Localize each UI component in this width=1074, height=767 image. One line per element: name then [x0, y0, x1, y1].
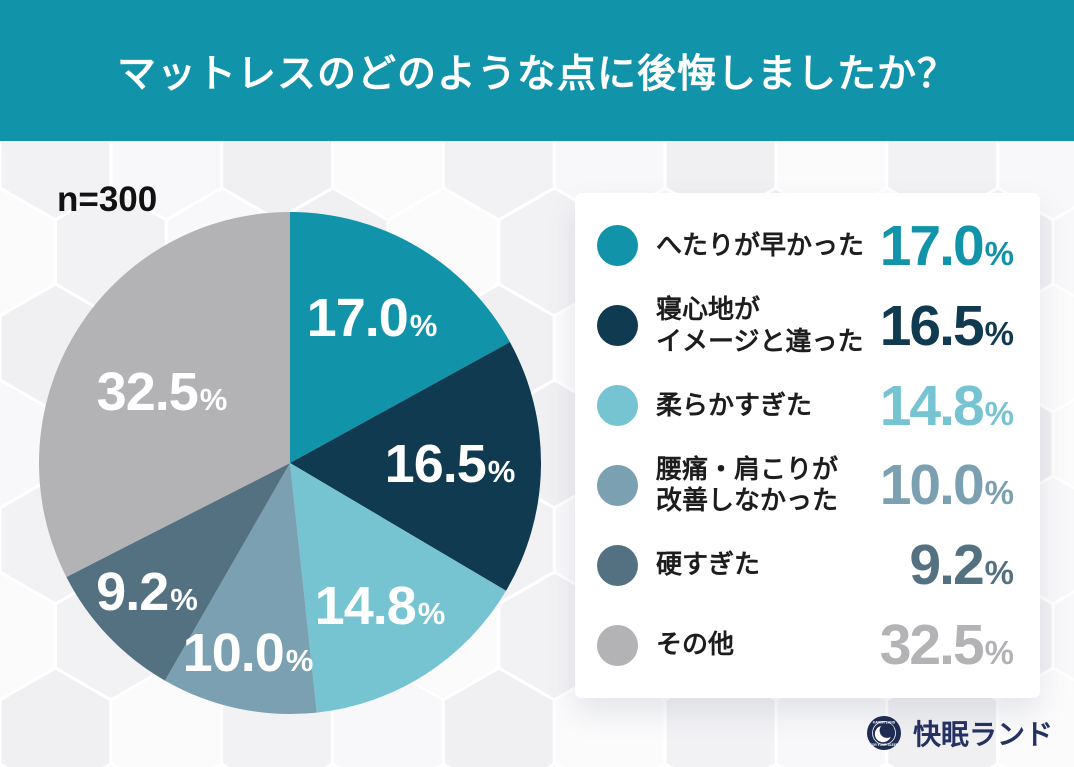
legend-item: 寝心地が イメージと違った 16.5%	[597, 293, 1014, 359]
legend-color-dot	[597, 464, 638, 506]
legend-item-label: へたりが早かった	[656, 229, 865, 260]
legend-item: その他 32.5%	[597, 612, 1014, 678]
pie-slice	[290, 463, 507, 713]
page-title: マットレスのどのような点に後悔しましたか？	[116, 52, 957, 96]
pie-slice-label: 10.0%	[182, 623, 314, 683]
pie-slice	[164, 463, 317, 714]
legend-item: 腰痛・肩こりが 改善しなかった 10.0%	[597, 452, 1014, 518]
pie-slice-label: 9.2%	[96, 562, 198, 622]
pie-chart-svg	[39, 212, 542, 714]
legend-item-value: 16.5%	[879, 293, 1014, 358]
pie-slice	[290, 212, 510, 463]
brand-footer: KAIMIN LAND FOR YOUR SLEEP 快眠ランド	[866, 714, 1053, 752]
legend-item: 柔らかすぎた 14.8%	[597, 373, 1014, 439]
hexagon-tile	[989, 762, 1006, 767]
hexagon-tile	[102, 762, 120, 767]
legend-item-value: 14.8%	[879, 373, 1014, 438]
brand-name: 快眠ランド	[912, 719, 1053, 750]
hexagon-tile	[767, 762, 785, 767]
legend-item-value: 10.0%	[879, 453, 1014, 518]
title-banner: マットレスのどのような点に後悔しましたか？	[0, 0, 1074, 141]
hexagon-tile	[0, 762, 9, 767]
legend-item-value: 17.0%	[879, 213, 1014, 278]
hexagon-tile	[546, 762, 563, 767]
hexagon-tile	[878, 762, 895, 767]
pie-slice-label: 16.5%	[384, 434, 516, 494]
legend-item-value: 9.2%	[909, 533, 1014, 598]
legend-panel: へたりが早かった 17.0% 寝心地が イメージと違った 16.5% 柔らかすぎた 14.8…	[575, 193, 1040, 698]
pie-slice-label: 17.0%	[306, 288, 438, 348]
hexagon-tile	[213, 762, 230, 767]
legend-item-label: 柔らかすぎた	[656, 389, 813, 420]
pie-slice-label: 32.5%	[96, 362, 228, 422]
badge-text-bottom: FOR YOUR SLEEP	[870, 743, 899, 747]
brand-logo-icon: KAIMIN LAND FOR YOUR SLEEP	[866, 716, 901, 750]
legend-item: 硬すぎた 9.2%	[597, 532, 1014, 598]
hexagon-tile	[324, 762, 341, 767]
pie-slice	[290, 342, 542, 591]
pie-slice-label: 14.8%	[314, 576, 446, 636]
hexagon-tile	[656, 762, 674, 767]
hexagon-tile	[435, 762, 452, 767]
legend-item-label: 寝心地が イメージと違った	[656, 293, 864, 356]
hexagon-tile	[1051, 206, 1074, 298]
badge-text-top: KAIMIN LAND	[873, 721, 896, 725]
sample-size-label: n=300	[57, 180, 158, 219]
hexagon-tile	[1051, 398, 1074, 490]
hexagon-tile	[1051, 590, 1074, 682]
legend-color-dot	[597, 225, 638, 267]
legend-color-dot	[597, 305, 638, 347]
legend-item-label: その他	[656, 629, 735, 660]
legend-color-dot	[597, 624, 638, 666]
pie-chart: 17.0% 16.5% 14.8% 10.0% 9.2% 32.5%	[38, 211, 542, 715]
legend-item: へたりが早かった 17.0%	[597, 213, 1014, 279]
legend-item-label: 硬すぎた	[656, 549, 761, 580]
legend-item-label: 腰痛・肩こりが 改善しなかった	[656, 453, 839, 516]
legend-color-dot	[597, 385, 638, 427]
legend-item-value: 32.5%	[879, 613, 1014, 678]
pie-slice	[39, 212, 291, 577]
legend-color-dot	[597, 544, 638, 586]
pie-slice	[66, 463, 290, 681]
